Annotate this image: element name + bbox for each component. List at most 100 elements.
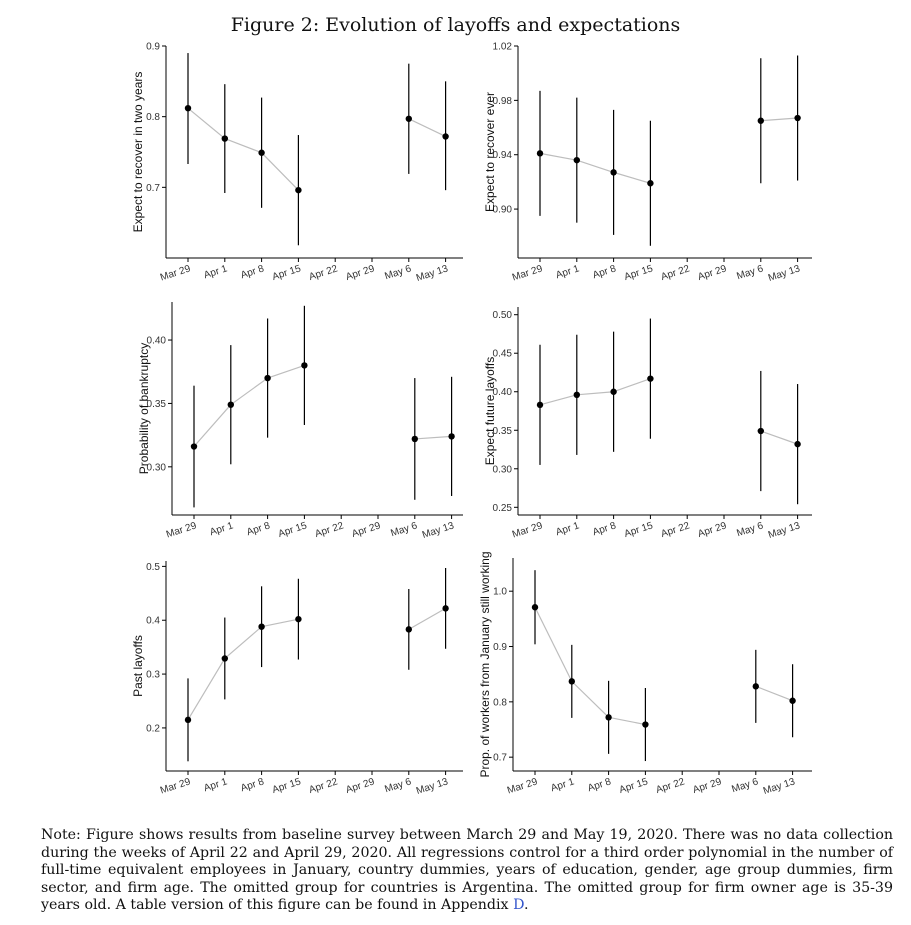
panel5-connector — [224, 626, 262, 659]
panel6-connector — [571, 680, 610, 718]
panel3-connector — [267, 364, 305, 379]
panel4-data-point — [610, 388, 617, 395]
panel2-connector — [539, 152, 577, 161]
panel4-ytick-label: 0.25 — [493, 503, 513, 514]
panel2-y-axis-title: Expect to recover ever — [483, 92, 497, 212]
panel1-ytick-label: 0.9 — [146, 42, 160, 53]
panel3-xtick-label: Apr 1 — [209, 520, 236, 538]
panel2-connector — [576, 159, 614, 173]
panel5-connector — [261, 618, 299, 628]
panel2-data-point — [536, 150, 544, 157]
chart-panels: 0.7 0.8 0.9 Mar 29 Apr 1 Apr 8 Apr 15 Apr 22 Apr… — [131, 42, 812, 797]
panel6-y-axis-title: Prop. of workers from January still work… — [478, 551, 492, 777]
panel1-xtick-label: Apr 29 — [345, 263, 377, 283]
panel2-ytick-label: 0.90 — [493, 205, 513, 216]
panel6-ytick-label: 0.8 — [493, 697, 507, 708]
panel2-data-point — [573, 156, 580, 164]
panel4-data-point — [794, 440, 801, 448]
panel1-connector — [187, 107, 226, 140]
panel4-xtick-label: Apr 29 — [697, 520, 729, 540]
panel3-data-point — [301, 362, 308, 369]
panel4-xtick-label: Apr 22 — [660, 520, 692, 540]
panel3-data-point — [227, 401, 234, 408]
panel4-xtick-label: Apr 8 — [591, 520, 618, 538]
panel3-xtick-label: May 13 — [421, 520, 456, 541]
panel5-ytick-label: 0.5 — [146, 562, 160, 573]
panel1-data-point — [405, 115, 412, 122]
panel2-data-point — [647, 180, 654, 187]
panel5-connector — [408, 607, 446, 630]
panel5-xtick-label: Apr 15 — [271, 776, 303, 796]
panel4-data-point — [757, 427, 764, 435]
panel1-ytick-label: 0.7 — [146, 183, 160, 194]
note-text: Note: Figure shows results from baseline… — [41, 827, 893, 914]
panel1-xtick-label: Apr 22 — [308, 263, 340, 283]
panel6-connector — [608, 716, 646, 726]
panel5-ytick-label: 0.4 — [146, 616, 160, 627]
panel1-data-point — [295, 186, 302, 194]
panel5-y-axis-title: Past layoffs — [131, 635, 145, 697]
figure-note: Note: Figure shows results from baseline… — [41, 827, 893, 915]
panel1-y-axis-title: Expect to recover in two years — [131, 72, 145, 233]
panel1-connector — [408, 118, 446, 137]
panel4-connector — [539, 394, 577, 406]
panel1-xtick-label: Apr 1 — [203, 263, 230, 281]
panel5-data-point — [221, 655, 228, 662]
panel3-xtick-label: May 6 — [389, 520, 419, 539]
panel1-xtick-label: May 6 — [383, 263, 413, 282]
panel6-xtick-label: May 6 — [730, 776, 760, 795]
panel4-xtick-label: May 13 — [767, 520, 802, 541]
panel6-connector — [534, 606, 573, 682]
panel4-connector — [576, 391, 614, 396]
panel5-connector — [187, 658, 226, 721]
panel3-ytick-label: 0.35 — [147, 399, 167, 410]
panel5-xtick-label: Mar 29 — [159, 776, 192, 796]
panel4-connector — [613, 378, 651, 393]
panel2-ytick-label: 1.02 — [493, 42, 513, 53]
figure-title: Figure 2: Evolution of layoffs and expec… — [230, 14, 681, 36]
panel1-connector — [261, 152, 299, 191]
panel3-connector — [230, 377, 268, 406]
panel2-xtick-label: Apr 1 — [555, 263, 582, 281]
panel5-data-point — [405, 626, 412, 633]
panel4-xtick-label: Apr 15 — [623, 520, 655, 540]
panel3-connector — [414, 435, 452, 440]
appendix-link[interactable]: D — [513, 897, 524, 914]
panel6-xtick-label: Apr 29 — [692, 776, 724, 796]
panel6-data-point — [605, 714, 612, 721]
panel4-connector — [760, 430, 798, 445]
panel2-xtick-label: Mar 29 — [511, 263, 544, 283]
panel6-xtick-label: Apr 1 — [550, 776, 577, 794]
panel1-xtick-label: Apr 8 — [239, 263, 266, 281]
panel3-xtick-label: Mar 29 — [165, 520, 198, 540]
panel1-xtick-label: Apr 15 — [271, 263, 303, 283]
panel3-data-point — [448, 433, 455, 440]
panel4-ytick-label: 0.45 — [493, 349, 513, 360]
panel4-data-point — [647, 375, 654, 382]
panel5-data-point — [442, 605, 449, 612]
panel6-connector — [755, 685, 793, 702]
panel4-ytick-label: 0.50 — [493, 310, 513, 321]
panel6-ytick-label: 1.0 — [493, 587, 507, 598]
panel5-data-point — [258, 623, 265, 630]
panel2-xtick-label: May 13 — [767, 263, 802, 284]
panel3-xtick-label: Apr 29 — [351, 520, 383, 540]
panel1-data-point — [221, 135, 228, 142]
panel2-xtick-label: Apr 15 — [623, 263, 655, 283]
panel2-xtick-label: May 6 — [735, 263, 765, 282]
panel2-ytick-label: 0.98 — [493, 96, 513, 107]
panel3-xtick-label: Apr 8 — [245, 520, 272, 538]
panel3-data-point — [264, 374, 271, 382]
panel6-xtick-label: Mar 29 — [506, 776, 539, 796]
panel2-xtick-label: Apr 22 — [660, 263, 692, 283]
panel5-data-point — [295, 615, 302, 623]
panel2-data-point — [610, 169, 617, 176]
panel1-connector — [224, 138, 262, 154]
panel1-data-point — [442, 133, 449, 140]
panel6-xtick-label: Apr 15 — [618, 776, 650, 796]
panel5-xtick-label: Apr 1 — [203, 776, 230, 794]
panel5-data-point — [184, 716, 192, 724]
panel3-ytick-label: 0.30 — [147, 462, 167, 473]
panel4-xtick-label: May 6 — [735, 520, 765, 539]
